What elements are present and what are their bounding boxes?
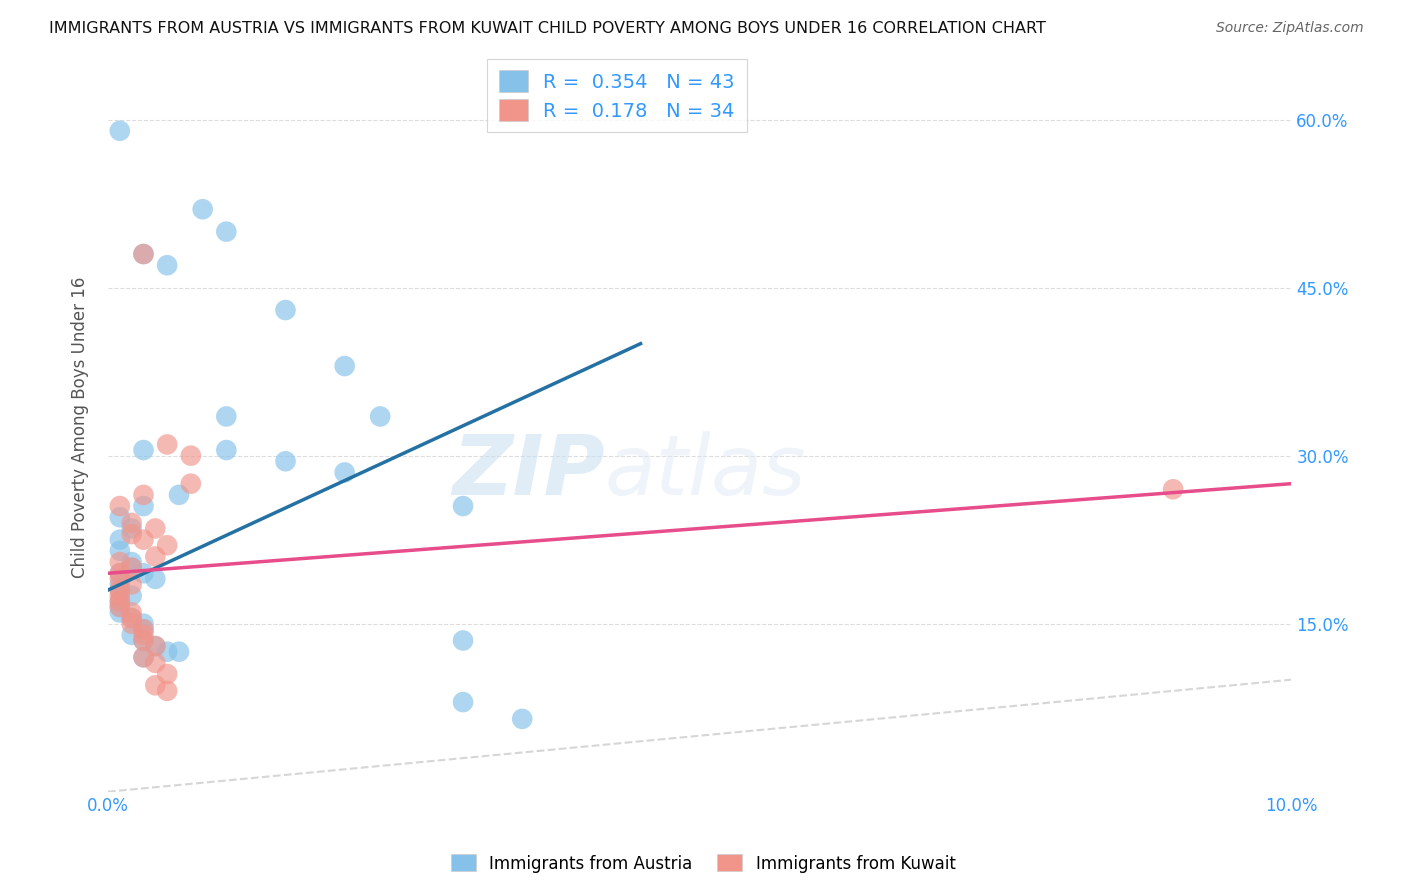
Point <box>108 499 131 513</box>
Text: IMMIGRANTS FROM AUSTRIA VS IMMIGRANTS FROM KUWAIT CHILD POVERTY AMONG BOYS UNDER: IMMIGRANTS FROM AUSTRIA VS IMMIGRANTS FR… <box>49 21 1046 36</box>
Point <box>108 533 131 547</box>
Point <box>156 645 179 659</box>
Point <box>121 560 143 574</box>
Point <box>156 684 179 698</box>
Point <box>156 437 179 451</box>
Point <box>156 538 179 552</box>
Point <box>143 656 166 670</box>
Point <box>121 589 143 603</box>
Point <box>143 639 166 653</box>
Point <box>451 695 474 709</box>
Point <box>108 544 131 558</box>
Point <box>368 409 391 424</box>
Point <box>121 516 143 530</box>
Point <box>1161 483 1184 497</box>
Point <box>121 616 143 631</box>
Text: Source: ZipAtlas.com: Source: ZipAtlas.com <box>1216 21 1364 35</box>
Point <box>451 633 474 648</box>
Point <box>108 583 131 598</box>
Point <box>108 572 131 586</box>
Point <box>180 476 202 491</box>
Point <box>191 202 214 217</box>
Text: ZIP: ZIP <box>453 431 605 512</box>
Point <box>132 616 155 631</box>
Point <box>167 645 190 659</box>
Point <box>180 449 202 463</box>
Point <box>156 667 179 681</box>
Point <box>108 566 131 581</box>
Point <box>143 678 166 692</box>
Point <box>132 650 155 665</box>
Point <box>510 712 533 726</box>
Point <box>143 639 166 653</box>
Legend: Immigrants from Austria, Immigrants from Kuwait: Immigrants from Austria, Immigrants from… <box>444 847 962 880</box>
Point <box>132 566 155 581</box>
Y-axis label: Child Poverty Among Boys Under 16: Child Poverty Among Boys Under 16 <box>72 277 89 578</box>
Point <box>108 594 131 608</box>
Point <box>121 611 143 625</box>
Point <box>108 589 131 603</box>
Point <box>333 466 356 480</box>
Point <box>132 628 155 642</box>
Point <box>132 622 155 636</box>
Point <box>132 633 155 648</box>
Text: atlas: atlas <box>605 431 807 512</box>
Point <box>132 247 155 261</box>
Point <box>132 533 155 547</box>
Point <box>108 594 131 608</box>
Point <box>108 555 131 569</box>
Point <box>143 521 166 535</box>
Point <box>108 566 131 581</box>
Point <box>108 599 131 614</box>
Point <box>132 622 155 636</box>
Point <box>121 577 143 591</box>
Point <box>132 443 155 458</box>
Point <box>132 499 155 513</box>
Point <box>121 611 143 625</box>
Point <box>215 225 238 239</box>
Point <box>108 124 131 138</box>
Point <box>143 572 166 586</box>
Point <box>451 499 474 513</box>
Point <box>121 555 143 569</box>
Point <box>132 633 155 648</box>
Point <box>215 443 238 458</box>
Point <box>132 488 155 502</box>
Point <box>215 409 238 424</box>
Point <box>274 303 297 318</box>
Point <box>121 560 143 574</box>
Point <box>121 606 143 620</box>
Point <box>108 510 131 524</box>
Point <box>132 650 155 665</box>
Point <box>143 549 166 564</box>
Point <box>108 606 131 620</box>
Point <box>108 599 131 614</box>
Legend: R =  0.354   N = 43, R =  0.178   N = 34: R = 0.354 N = 43, R = 0.178 N = 34 <box>486 59 747 132</box>
Point <box>333 359 356 373</box>
Point <box>121 628 143 642</box>
Point <box>156 258 179 272</box>
Point <box>132 247 155 261</box>
Point <box>121 521 143 535</box>
Point <box>167 488 190 502</box>
Point <box>121 527 143 541</box>
Point <box>108 577 131 591</box>
Point <box>274 454 297 468</box>
Point <box>108 583 131 598</box>
